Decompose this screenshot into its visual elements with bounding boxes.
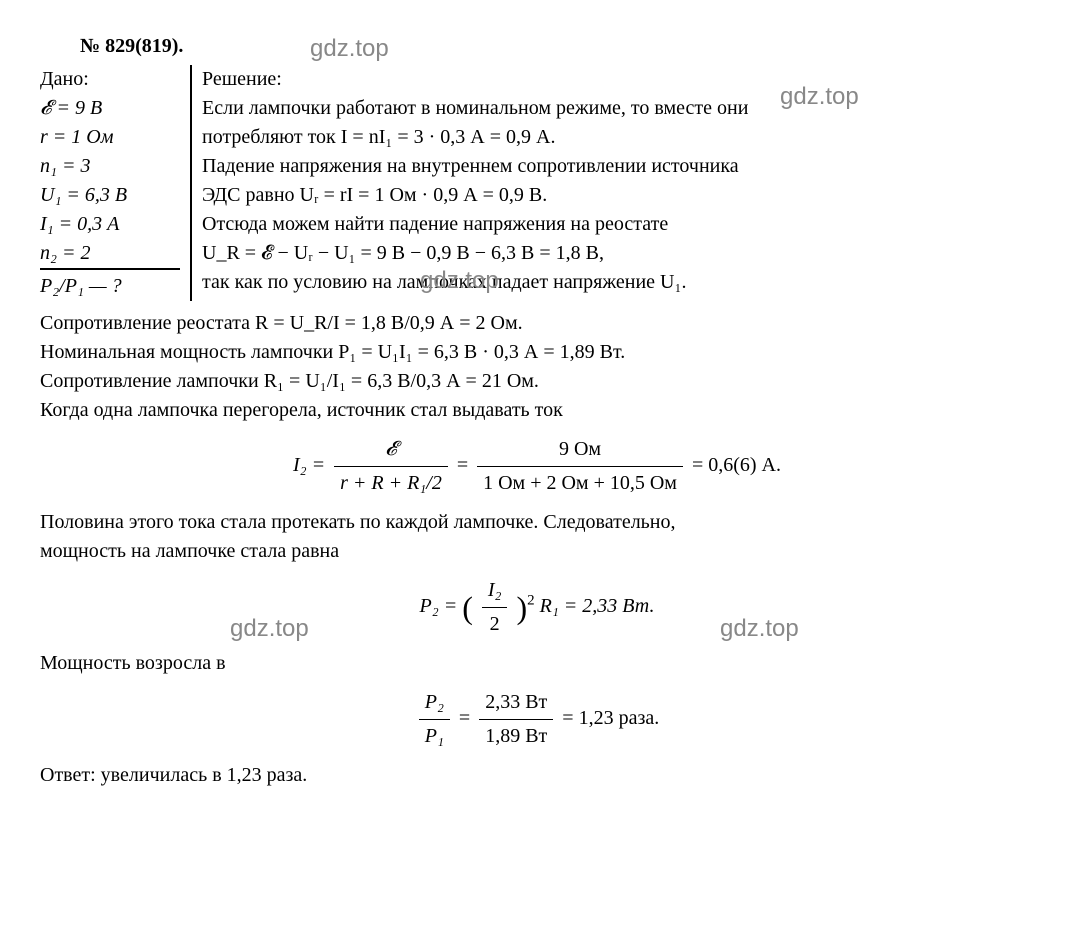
given-row-5: n₂ = 2: [40, 239, 180, 268]
body-p2: Номинальная мощность лампочки P₁ = U₁I₁ …: [40, 338, 1034, 367]
f1-num1: 𝓔: [334, 435, 448, 467]
body-answer: Ответ: увеличилась в 1,23 раза.: [40, 761, 1034, 790]
given-row-3: U₁ = 6,3 В: [40, 181, 180, 210]
solution-line-2: Падение напряжения на внутреннем сопроти…: [202, 152, 1034, 181]
top-section: Дано: 𝓔 = 9 В r = 1 Ом n₁ = 3 U₁ = 6,3 В…: [40, 65, 1034, 301]
f2-rhs: R₁ = 2,33 Вт.: [540, 595, 655, 617]
f2-frac: I₂ 2: [482, 576, 508, 639]
solution-line-3: ЭДС равно Uᵣ = rI = 1 Ом · 0,9 А = 0,9 В…: [202, 181, 1034, 210]
body-p6: мощность на лампочке стала равна: [40, 537, 1034, 566]
solution-line-0: Если лампочки работают в номинальном реж…: [202, 94, 1034, 123]
f3-frac-rhs: 2,33 Вт 1,89 Вт: [479, 688, 553, 751]
f3-frac-lhs: P₂ P₁: [419, 688, 450, 751]
f2-paren-left: (: [462, 589, 473, 625]
solution-line-4: Отсюда можем найти падение напряжения на…: [202, 210, 1034, 239]
given-column: Дано: 𝓔 = 9 В r = 1 Ом n₁ = 3 U₁ = 6,3 В…: [40, 65, 192, 301]
f1-den1: r + R + R₁/2: [334, 467, 448, 498]
f3-num-rhs: 2,33 Вт: [479, 688, 553, 720]
given-row-2: n₁ = 3: [40, 152, 180, 181]
f3-den-lhs: P₁: [419, 720, 450, 751]
f1-rhs: = 0,6(6) А.: [692, 454, 781, 476]
body-p4: Когда одна лампочка перегорела, источник…: [40, 396, 1034, 425]
given-find: P₂/P₁ — ?: [40, 268, 180, 301]
f3-den-rhs: 1,89 Вт: [479, 720, 553, 751]
f2-lhs: P₂ =: [420, 595, 458, 617]
solution-line-5: U_R = 𝓔 − Uᵣ − U₁ = 9 В − 0,9 В − 6,3 В …: [202, 239, 1034, 268]
formula-3: P₂ P₁ = 2,33 Вт 1,89 Вт = 1,23 раза.: [40, 688, 1034, 751]
f2-sup: 2: [527, 592, 535, 608]
formula-2: P₂ = ( I₂ 2 )2 R₁ = 2,33 Вт.: [40, 576, 1034, 639]
document-container: № 829(819). gdz.top Дано: 𝓔 = 9 В r = 1 …: [40, 32, 1034, 790]
solution-line-1: потребляют ток I = nI₁ = 3 · 0,3 А = 0,9…: [202, 123, 1034, 152]
f1-eq: =: [457, 454, 468, 476]
f3-eq: =: [459, 707, 470, 729]
given-label: Дано:: [40, 65, 180, 94]
f1-num2: 9 Ом: [477, 435, 683, 467]
given-row-1: r = 1 Ом: [40, 123, 180, 152]
f3-num-lhs: P₂: [419, 688, 450, 720]
solution-label: Решение:: [202, 65, 1034, 94]
f1-lhs: I₂ =: [293, 454, 325, 476]
problem-number: № 829(819).: [80, 32, 1034, 61]
body-p3: Сопротивление лампочки R₁ = U₁/I₁ = 6,3 …: [40, 367, 1034, 396]
body-text: Сопротивление реостата R = U_R/I = 1,8 В…: [40, 309, 1034, 790]
body-p5: Половина этого тока стала протекать по к…: [40, 508, 1034, 537]
body-p7: Мощность возросла в: [40, 649, 1034, 678]
f2-den: 2: [482, 608, 508, 639]
f2-num: I₂: [482, 576, 508, 608]
solution-line-6: так как по условию на лампочках падает н…: [202, 268, 1034, 297]
f1-den2: 1 Ом + 2 Ом + 10,5 Ом: [477, 467, 683, 498]
formula-1: I₂ = 𝓔 r + R + R₁/2 = 9 Ом 1 Ом + 2 Ом +…: [40, 435, 1034, 498]
solution-column: Решение: Если лампочки работают в номина…: [192, 65, 1034, 297]
f1-frac1: 𝓔 r + R + R₁/2: [334, 435, 448, 498]
body-p1: Сопротивление реостата R = U_R/I = 1,8 В…: [40, 309, 1034, 338]
given-row-4: I₁ = 0,3 А: [40, 210, 180, 239]
f1-frac2: 9 Ом 1 Ом + 2 Ом + 10,5 Ом: [477, 435, 683, 498]
given-row-0: 𝓔 = 9 В: [40, 94, 180, 123]
f2-paren-right: ): [516, 589, 527, 625]
f3-rhs: = 1,23 раза.: [562, 707, 659, 729]
